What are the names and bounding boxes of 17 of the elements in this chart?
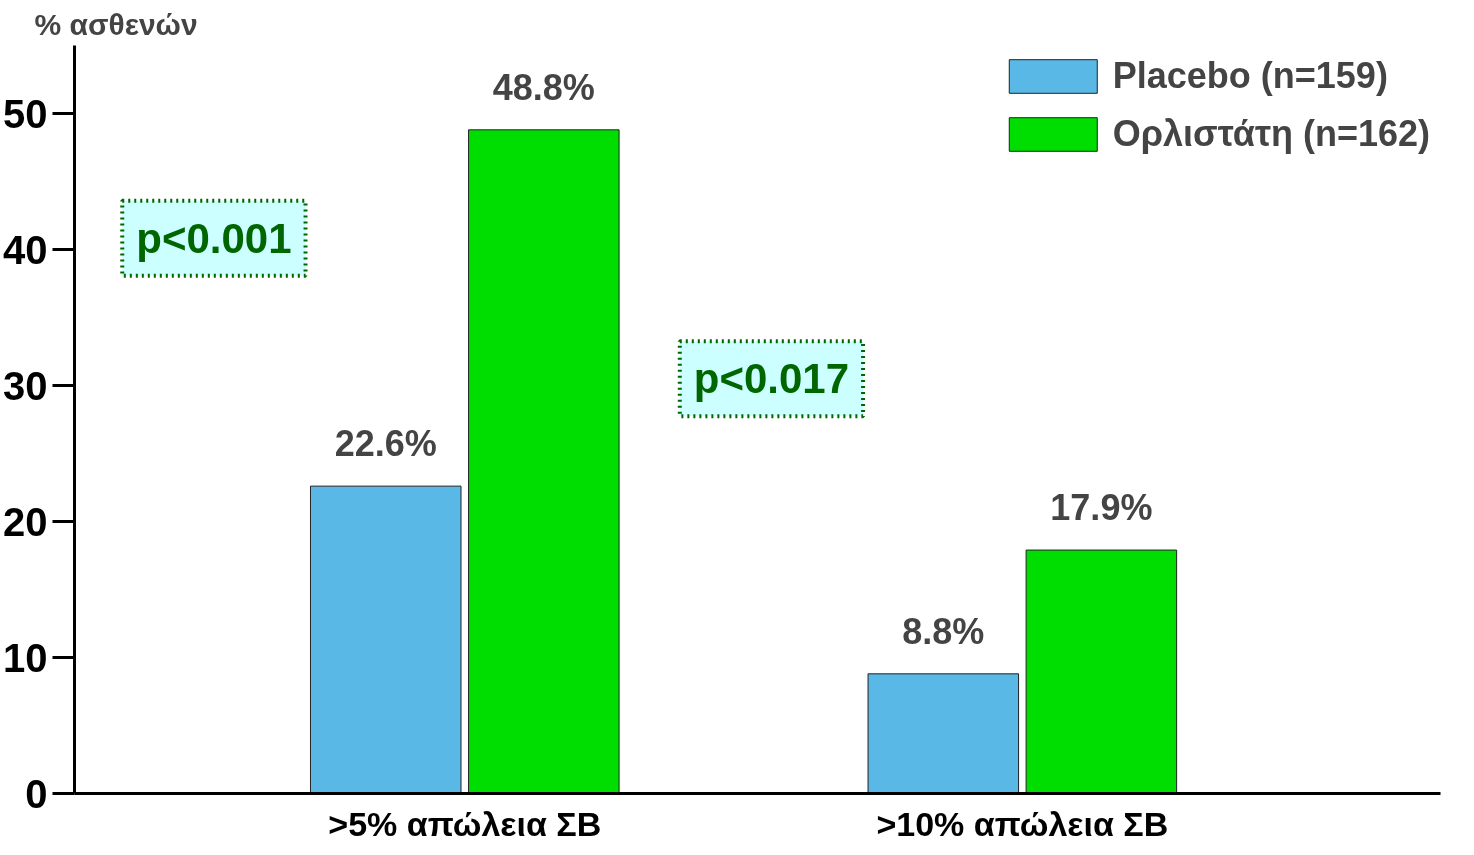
x-tick-label: >10% απώλεια ΣΒ <box>876 804 1169 843</box>
data-label: 8.8% <box>902 610 985 652</box>
y-tick-label: 40 <box>3 227 48 272</box>
annotation: p<0.017 <box>693 355 850 403</box>
x-tick-label: >5% απώλεια ΣΒ <box>328 804 602 843</box>
y-tick-label: 0 <box>25 771 48 816</box>
data-label: 17.9% <box>1050 487 1153 529</box>
data-label: 48.8% <box>492 66 595 108</box>
legend-label: Ορλιστάτη (n=162) <box>1112 113 1430 155</box>
data-label: 22.6% <box>334 423 437 465</box>
y-tick-label: 20 <box>3 499 48 544</box>
y-axis-title: % ασθενών <box>34 7 198 41</box>
y-tick-label: 50 <box>3 91 48 136</box>
y-tick-label: 30 <box>3 363 48 408</box>
y-tick-label: 10 <box>3 635 48 680</box>
legend-label: Placebo (n=159) <box>1112 55 1388 97</box>
annotation: p<0.001 <box>136 214 292 262</box>
